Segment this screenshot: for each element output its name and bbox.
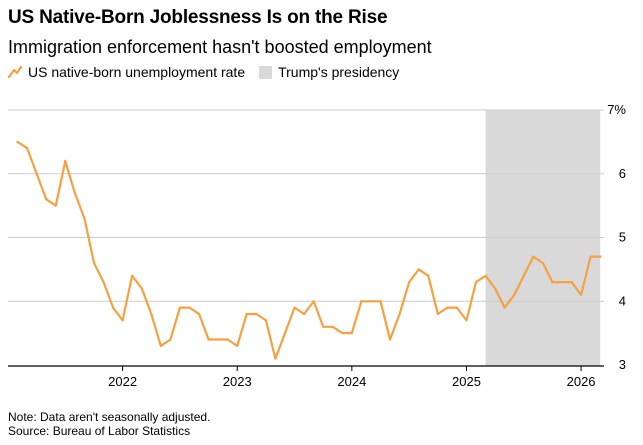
legend-item-series: US native-born unemployment rate <box>8 64 245 80</box>
data-point <box>350 332 353 335</box>
data-point <box>570 281 573 284</box>
data-point <box>532 255 535 258</box>
footer-note: Note: Data aren't seasonally adjusted. <box>8 410 211 424</box>
data-point <box>560 281 564 284</box>
data-point <box>388 338 392 341</box>
data-point <box>64 159 67 163</box>
data-point <box>16 140 19 143</box>
data-point <box>112 306 115 309</box>
data-point <box>455 306 459 309</box>
data-point <box>446 306 449 309</box>
legend-line-icon <box>8 65 22 79</box>
chart-subtitle: Immigration enforcement hasn't boosted e… <box>8 37 432 57</box>
data-point <box>522 274 525 277</box>
legend: US native-born unemployment rate Trump's… <box>8 64 413 80</box>
x-tick-label: 2025 <box>452 374 481 389</box>
data-point <box>140 287 143 290</box>
data-point <box>178 306 182 309</box>
data-point <box>484 274 487 277</box>
data-point <box>35 172 38 175</box>
data-point <box>551 281 554 284</box>
data-point <box>427 274 430 277</box>
data-point <box>513 293 516 296</box>
y-tick-label: 3 <box>619 357 626 372</box>
data-point <box>188 306 191 309</box>
data-point <box>207 338 210 341</box>
data-point <box>293 306 296 309</box>
data-point <box>274 357 277 360</box>
data-point <box>26 147 29 150</box>
data-point <box>92 261 96 265</box>
data-point <box>169 338 172 341</box>
data-point <box>465 319 468 322</box>
data-point <box>341 332 344 335</box>
x-tick-label: 2024 <box>337 374 366 389</box>
x-tick-label: 2023 <box>223 374 252 389</box>
data-point <box>417 268 420 271</box>
x-tick-label: 2026 <box>567 374 596 389</box>
footer-source: Source: Bureau of Labor Statistics <box>8 424 191 438</box>
data-point <box>408 281 411 284</box>
chart-title: US Native-Born Joblessness Is on the Ris… <box>8 7 388 28</box>
data-point <box>379 300 382 303</box>
legend-series-label: US native-born unemployment rate <box>28 64 246 80</box>
data-point <box>541 261 545 265</box>
data-point <box>302 312 306 316</box>
data-point <box>369 300 373 303</box>
data-point <box>494 287 497 290</box>
data-point <box>197 312 201 316</box>
data-point <box>245 312 248 316</box>
data-point <box>322 325 325 328</box>
data-point <box>589 255 592 258</box>
data-point <box>83 217 86 220</box>
legend-item-shade: Trump's presidency <box>259 64 399 80</box>
data-point <box>131 274 134 277</box>
data-point <box>73 191 76 194</box>
y-tick-label: 5 <box>619 230 626 245</box>
data-point <box>121 319 124 322</box>
data-point <box>54 204 57 207</box>
y-tick-label: 4 <box>619 293 626 308</box>
data-point <box>360 300 363 303</box>
x-tick-label: 2022 <box>108 374 137 389</box>
data-point <box>283 332 287 335</box>
data-point <box>398 312 401 316</box>
data-point <box>503 306 506 309</box>
data-point <box>331 325 334 328</box>
data-point <box>236 344 239 347</box>
data-point <box>579 293 583 296</box>
data-point <box>436 312 439 316</box>
data-point <box>312 300 315 303</box>
data-point <box>216 338 220 341</box>
data-point <box>102 281 105 284</box>
series-line <box>16 140 602 360</box>
data-point <box>599 255 602 258</box>
data-point <box>159 344 162 347</box>
legend-shade-label: Trump's presidency <box>278 64 400 80</box>
data-point <box>474 281 478 284</box>
data-point <box>264 319 267 322</box>
y-tick-label: 6 <box>619 166 626 181</box>
data-point <box>150 312 153 316</box>
data-point <box>226 338 229 341</box>
data-point <box>255 312 258 316</box>
footer: Note: Data aren't seasonally adjusted. S… <box>8 410 210 438</box>
legend-shade-swatch-icon <box>259 65 273 79</box>
data-point <box>45 198 48 201</box>
y-tick-label: 7% <box>607 102 626 117</box>
